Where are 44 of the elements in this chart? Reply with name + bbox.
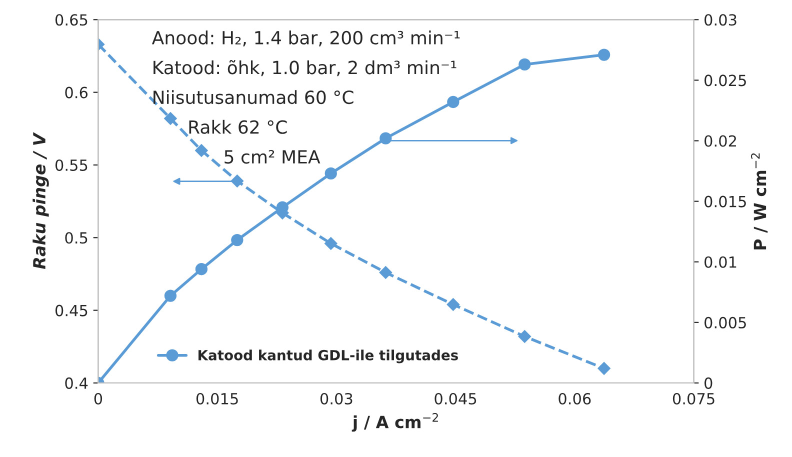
point xyxy=(380,132,392,144)
point xyxy=(447,96,460,108)
point xyxy=(598,362,610,375)
y-tick-label: 0.55 xyxy=(55,159,88,171)
x-tick-label: 0.075 xyxy=(672,392,714,405)
annotation: Rakk 62 °C xyxy=(189,120,287,134)
y2-tick-label: 0.01 xyxy=(704,256,736,268)
x-tick-label: 0 xyxy=(94,392,102,405)
y2-tick-label: 0 xyxy=(704,377,712,389)
point xyxy=(231,234,244,246)
y-tick-label: 0.45 xyxy=(55,304,88,316)
annotation: 5 cm² MEA xyxy=(224,150,320,164)
y-tick-label: 0.5 xyxy=(65,232,88,244)
point xyxy=(195,263,208,276)
legend-label: Katood kantud GDL-ile tilgutades xyxy=(198,350,458,364)
y2-tick-label: 0.03 xyxy=(704,14,736,26)
point xyxy=(379,266,392,279)
y-axis-title: Raku pinge / V xyxy=(32,132,49,270)
point xyxy=(598,48,610,61)
point xyxy=(230,174,244,188)
y-tick-label: 0.4 xyxy=(65,377,88,389)
y2-tick-label: 0.02 xyxy=(704,135,736,147)
x-tick-label: 0.03 xyxy=(320,392,352,405)
x-tick-label: 0.06 xyxy=(558,392,591,405)
x-axis-title: j / A cm$^{−2}$ xyxy=(352,413,438,432)
y2-tick-label: 0.025 xyxy=(704,74,746,86)
point xyxy=(164,112,177,125)
point xyxy=(195,144,208,157)
annotation: Katood: õhk, 1.0 bar, 2 dm³ min⁻¹ xyxy=(154,60,456,76)
x-tick-label: 0.015 xyxy=(196,392,238,405)
annotation: Anood: H₂, 1.4 bar, 200 cm³ min⁻¹ xyxy=(152,30,460,46)
point xyxy=(324,167,337,180)
point xyxy=(518,58,531,71)
y-tick-label: 0.65 xyxy=(55,14,88,26)
point xyxy=(446,298,460,311)
y-tick-label: 0.6 xyxy=(65,86,88,98)
point xyxy=(518,330,532,343)
point xyxy=(164,290,177,302)
x-tick-label: 0.045 xyxy=(434,392,476,405)
y2-tick-label: 0.005 xyxy=(704,316,746,328)
annotation: Niisutusanumad 60 °C xyxy=(154,90,354,104)
y2-axis-title: P / W cm$^{−2}$ xyxy=(751,153,768,250)
y2-tick-label: 0.015 xyxy=(704,196,746,208)
point xyxy=(324,237,338,250)
